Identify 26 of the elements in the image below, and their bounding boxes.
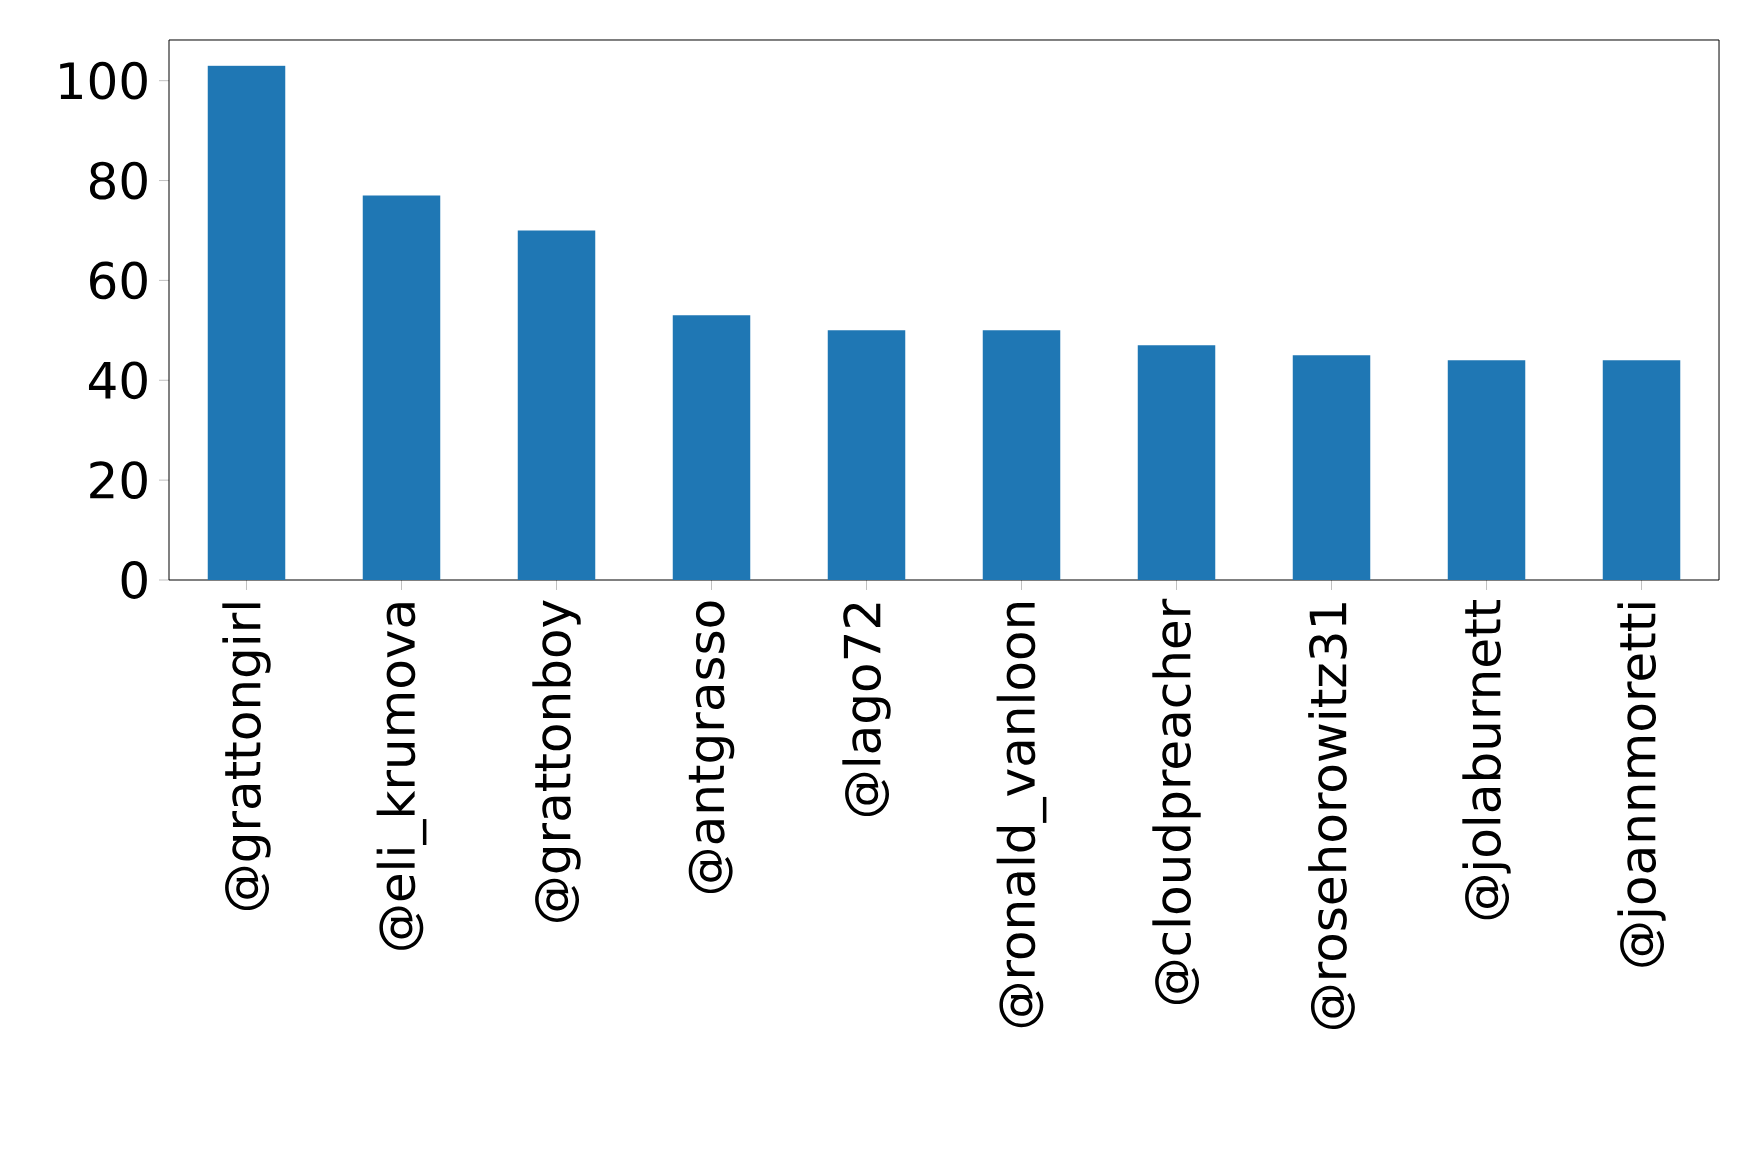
y-tick-label: 80 bbox=[89, 161, 147, 200]
x-tick-label: @grattongirl bbox=[222, 603, 271, 911]
bar bbox=[207, 65, 286, 580]
bar bbox=[1137, 345, 1216, 580]
bar bbox=[1602, 360, 1681, 580]
y-tick-label: 60 bbox=[90, 261, 147, 300]
bar bbox=[1447, 360, 1526, 580]
y-tick-label: 20 bbox=[90, 461, 147, 500]
bar bbox=[362, 195, 441, 580]
x-tick-label: @antgrasso bbox=[688, 601, 735, 894]
bar bbox=[672, 315, 751, 580]
x-tick-label: @joannmoretti bbox=[1617, 603, 1666, 967]
x-tick-label: @lago72 bbox=[842, 603, 891, 817]
y-tick-label: 0 bbox=[121, 561, 147, 599]
y-tick-label: 100 bbox=[60, 61, 147, 100]
x-tick-label: @jolaburnett bbox=[1462, 599, 1511, 920]
x-tick-label: @rosehorowitz31 bbox=[1308, 603, 1355, 1029]
bar bbox=[827, 330, 906, 580]
y-tick-label: 40 bbox=[88, 361, 147, 400]
bar bbox=[517, 230, 596, 580]
x-tick-label: @grattonboy bbox=[532, 600, 581, 922]
x-tick-label: @ronald_vanloon bbox=[996, 602, 1047, 1028]
x-tick-label: @eli_krumova bbox=[376, 603, 427, 950]
bar bbox=[1292, 355, 1371, 580]
bar bbox=[982, 330, 1061, 580]
x-tick-label: @cloudpreacher bbox=[1152, 598, 1201, 1005]
